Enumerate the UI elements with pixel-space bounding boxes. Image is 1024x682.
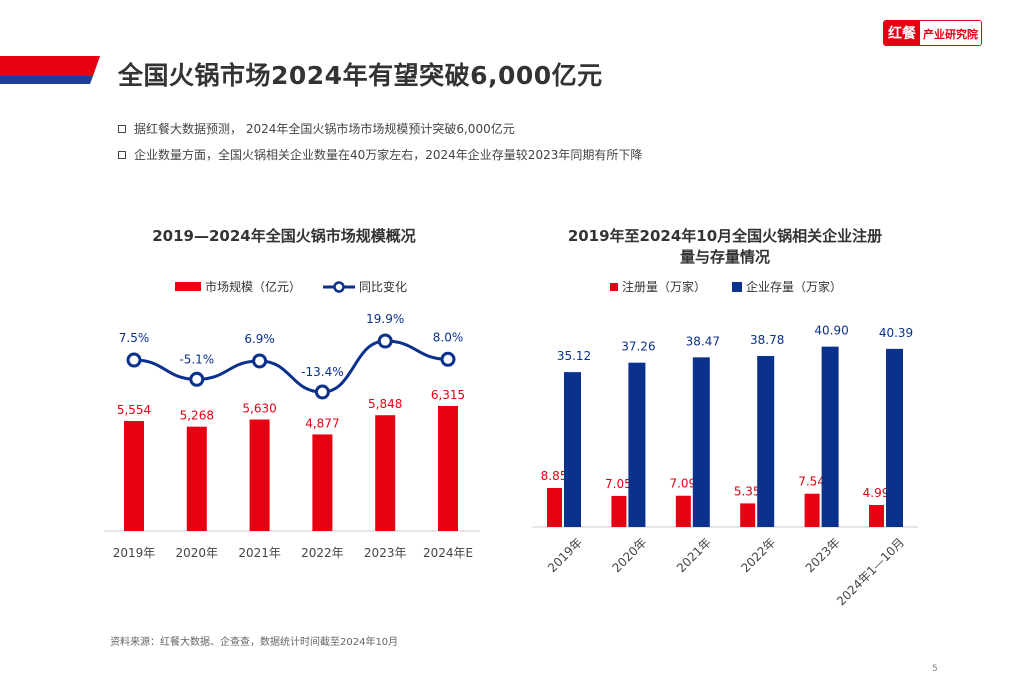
- page-title: 全国火锅市场2024年有望突破6,000亿元: [118, 61, 603, 90]
- bullet-square-icon: [118, 124, 126, 133]
- yoy-label: -5.1%: [179, 352, 214, 366]
- bar-label: 7.09: [669, 477, 696, 491]
- legend-label: 注册量（万家）: [622, 280, 707, 294]
- yoy-point: [252, 353, 268, 369]
- yoy-point: [440, 351, 456, 367]
- bar-registrations: [740, 503, 756, 527]
- bar-registrations: [611, 495, 627, 527]
- bullet-item: 据红餐大数据预测， 2024年全国火锅市场市场规模预计突破6,000亿元: [118, 120, 515, 137]
- x-tick-label: 2020年: [610, 535, 650, 575]
- legend-label: 企业存量（万家）: [746, 280, 843, 294]
- x-tick-label: 2022年: [738, 535, 778, 575]
- logo-part1: 红餐: [884, 21, 920, 45]
- chart2-title-line: 2019年至2024年10月全国火锅相关企业注册: [567, 227, 883, 245]
- bar-label: 8.85: [541, 469, 568, 483]
- bar-label: 5,630: [242, 402, 276, 416]
- bar-label: 6,315: [431, 388, 465, 402]
- x-tick-label: 2021年: [674, 535, 714, 575]
- bullet-square-icon: [118, 150, 126, 159]
- bar-label: 5,554: [117, 403, 151, 417]
- x-tick-label: 2019年: [545, 535, 585, 575]
- bar-label: 4,877: [305, 416, 339, 430]
- bar-label: 40.90: [814, 324, 848, 338]
- bar-label: 7.05: [605, 477, 632, 491]
- bar-label: 5,268: [180, 409, 214, 423]
- legend-bar-swatch: [175, 282, 201, 291]
- bar-stock: [628, 362, 646, 527]
- x-tick-label: 2024年1—10月: [834, 535, 907, 608]
- bar-stock: [692, 357, 710, 527]
- bar-market-size: [124, 421, 144, 531]
- x-tick-label: 2019年: [113, 546, 156, 560]
- source-note: 资料来源：红餐大数据、企查查，数据统计时间截至2024年10月: [110, 637, 399, 648]
- bar-market-size: [186, 426, 207, 531]
- bar-stock: [564, 372, 581, 527]
- bar-label: 38.78: [750, 333, 784, 347]
- bar-market-size: [438, 405, 458, 531]
- bar-stock: [886, 348, 903, 527]
- bar-label: 37.26: [621, 340, 655, 354]
- legend-label: 市场规模（亿元）: [205, 280, 302, 294]
- bar-market-size: [375, 415, 396, 531]
- logo: 红餐 产业研究院: [883, 20, 982, 46]
- bar-registrations: [804, 493, 820, 527]
- bar-label: 4.99: [863, 486, 890, 500]
- chart1-title: 2019—2024年全国火锅市场规模概况: [152, 227, 416, 245]
- yoy-label: -13.4%: [301, 365, 343, 379]
- chart2-legend: 注册量（万家） 企业存量（万家）: [610, 278, 842, 295]
- legend-line-swatch: [323, 280, 356, 293]
- logo-part2: 产业研究院: [920, 21, 981, 45]
- header-accent-stripe: [0, 56, 100, 84]
- bar-market-size: [249, 419, 270, 531]
- bar-market-size: [312, 434, 333, 531]
- legend-label: 同比变化: [359, 280, 408, 294]
- bar-registrations: [547, 487, 562, 527]
- bar-label: 38.47: [686, 334, 720, 348]
- yoy-label: 19.9%: [366, 312, 404, 326]
- bullet-text: 据红餐大数据预测， 2024年全国火锅市场市场规模预计突破6,000亿元: [134, 122, 515, 136]
- x-tick-label: 2023年: [364, 546, 407, 560]
- yoy-point: [126, 352, 142, 368]
- x-tick-label: 2024年E: [423, 546, 473, 560]
- page-number: 5: [932, 664, 938, 674]
- x-tick-label: 2021年: [238, 546, 281, 560]
- yoy-point: [377, 333, 393, 349]
- yoy-point: [189, 371, 205, 387]
- chart2-title: 2019年至2024年10月全国火锅相关企业注册 量与存量情况: [540, 226, 910, 268]
- x-tick-label: 2020年: [176, 546, 219, 560]
- yoy-point: [314, 384, 330, 400]
- yoy-label: 8.0%: [433, 330, 464, 344]
- legend-swatch: [732, 281, 743, 292]
- yoy-label: 6.9%: [244, 332, 275, 346]
- yoy-label: 7.5%: [119, 331, 150, 345]
- legend-swatch: [610, 282, 618, 291]
- bar-label: 7.54: [798, 475, 825, 489]
- bar-registrations: [869, 504, 884, 527]
- bar-label: 5,848: [368, 397, 402, 411]
- bar-label: 35.12: [557, 349, 591, 363]
- bullet-item: 企业数量方面，全国火锅相关企业数量在40万家左右，2024年企业存量较2023年…: [118, 146, 642, 163]
- bar-stock: [821, 346, 839, 527]
- chart1-legend: 市场规模（亿元） 同比变化: [175, 278, 407, 295]
- bar-stock: [757, 355, 775, 527]
- bullet-text: 企业数量方面，全国火锅相关企业数量在40万家左右，2024年企业存量较2023年…: [134, 148, 643, 162]
- x-tick-label: 2022年: [301, 546, 344, 560]
- x-tick-label: 2023年: [803, 535, 843, 575]
- bar-registrations: [675, 495, 691, 527]
- bar-label: 40.39: [879, 326, 913, 340]
- bar-label: 5.35: [734, 484, 761, 498]
- chart2-title-line: 量与存量情况: [679, 248, 770, 266]
